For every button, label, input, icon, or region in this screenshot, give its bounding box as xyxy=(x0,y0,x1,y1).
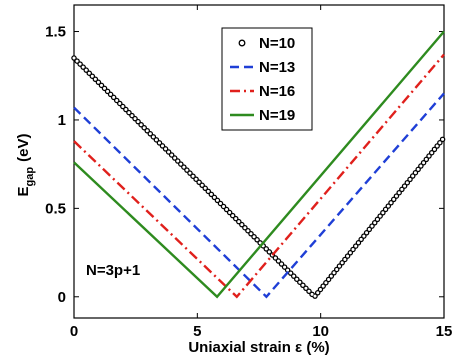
legend-label: N=10 xyxy=(259,35,295,52)
legend-label: N=16 xyxy=(259,83,295,100)
x-tick-label: 5 xyxy=(193,323,201,340)
y-label-sub: gap xyxy=(24,167,36,187)
x-tick-label: 10 xyxy=(312,323,329,340)
series-marker-fill xyxy=(72,56,446,300)
legend-marker xyxy=(238,39,246,47)
legend-label: N=19 xyxy=(259,107,295,124)
y-tick-label: 1.5 xyxy=(45,24,66,41)
x-axis-label: Uniaxial strain ε (%) xyxy=(188,339,329,356)
series-line xyxy=(73,92,445,299)
plot-frame xyxy=(73,4,445,319)
x-tick-label: 15 xyxy=(436,323,453,340)
legend-label: N=13 xyxy=(259,59,295,76)
y-label-main: E xyxy=(15,186,32,196)
legend-box xyxy=(221,27,313,131)
annotation: N=3p+1 xyxy=(86,262,140,279)
y-tick-label: 1 xyxy=(58,112,66,129)
y-tick-label: 0 xyxy=(58,289,66,306)
series-line xyxy=(73,30,445,299)
series-line xyxy=(73,53,445,299)
y-tick-label: 0.5 xyxy=(45,200,66,217)
y-label-unit: (eV) xyxy=(15,134,32,162)
y-axis-label: Egap (eV) xyxy=(15,134,36,197)
x-tick-label: 0 xyxy=(70,323,78,340)
